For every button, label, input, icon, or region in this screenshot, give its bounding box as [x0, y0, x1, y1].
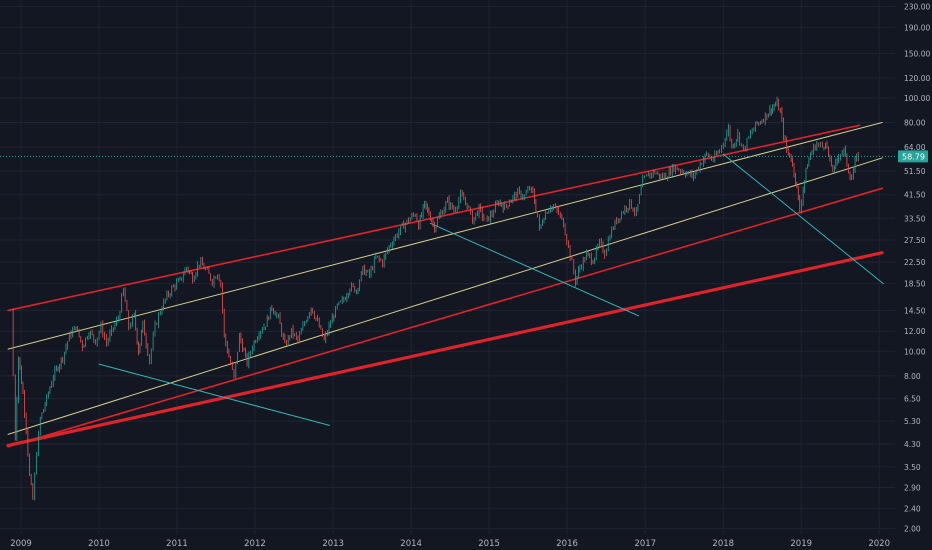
y-tick-label: 150.00	[904, 49, 930, 58]
price-series	[12, 96, 859, 501]
trendline-channel-lower[interactable]	[7, 187, 883, 448]
x-tick-label: 2009	[10, 539, 32, 549]
y-tick-label: 51.50	[904, 167, 926, 176]
trendline-midline-upper[interactable]	[7, 122, 883, 350]
y-axis[interactable]: 230.00 190.00 150.00 120.00 100.00 80.00 64.00…	[904, 2, 930, 533]
y-tick-label: 18.50	[904, 280, 926, 289]
y-tick-label: 80.00	[904, 119, 926, 128]
last-price-label: 58.79	[902, 152, 925, 161]
x-tick-label: 2019	[790, 539, 812, 549]
x-tick-label: 2014	[400, 539, 422, 549]
y-tick-label: 100.00	[904, 94, 930, 103]
y-tick-label: 27.50	[904, 236, 926, 245]
y-tick-label: 4.30	[904, 440, 921, 449]
y-tick-label: 2.40	[904, 504, 921, 513]
y-tick-label: 3.50	[904, 463, 921, 472]
trendline-midline-lower[interactable]	[7, 157, 883, 435]
y-tick-label: 2.00	[904, 524, 921, 533]
x-tick-label: 2012	[244, 539, 266, 549]
y-tick-label: 41.50	[904, 191, 926, 200]
x-tick-label: 2015	[478, 539, 500, 549]
x-tick-label: 2010	[88, 539, 110, 549]
y-tick-label: 8.00	[904, 372, 921, 381]
y-tick-label: 230.00	[904, 2, 930, 11]
y-tick-label: 6.50	[904, 395, 921, 404]
x-tick-label: 2013	[322, 539, 344, 549]
x-tick-label: 2016	[556, 539, 578, 549]
x-tick-label: 2011	[166, 539, 188, 549]
y-tick-label: 2.90	[904, 483, 921, 492]
x-tick-label: 2020	[868, 539, 890, 549]
trendline-decline[interactable]	[722, 153, 884, 285]
trendline-decline[interactable]	[429, 222, 640, 317]
y-tick-label: 10.00	[904, 347, 926, 356]
trendline-main-support-thick[interactable]	[6, 251, 884, 448]
y-tick-label: 120.00	[904, 74, 930, 83]
y-tick-label: 33.50	[904, 214, 926, 223]
y-tick-label: 190.00	[904, 23, 930, 32]
y-tick-label: 22.50	[904, 258, 926, 267]
grid	[0, 0, 895, 534]
y-tick-label: 14.50	[904, 306, 926, 315]
x-tick-label: 2017	[634, 539, 656, 549]
x-tick-label: 2018	[712, 539, 734, 549]
trendlines[interactable]	[6, 122, 884, 448]
last-price-badge: 58.79	[898, 150, 928, 163]
y-tick-label: 5.30	[904, 417, 921, 426]
y-tick-label: 12.00	[904, 327, 926, 336]
y-tick-label: 64.00	[904, 143, 926, 152]
trendline-decline[interactable]	[98, 363, 331, 426]
x-axis[interactable]: 2009 2010 2011 2012 2013 2014 2015 2016 2017 2018…	[10, 539, 890, 549]
